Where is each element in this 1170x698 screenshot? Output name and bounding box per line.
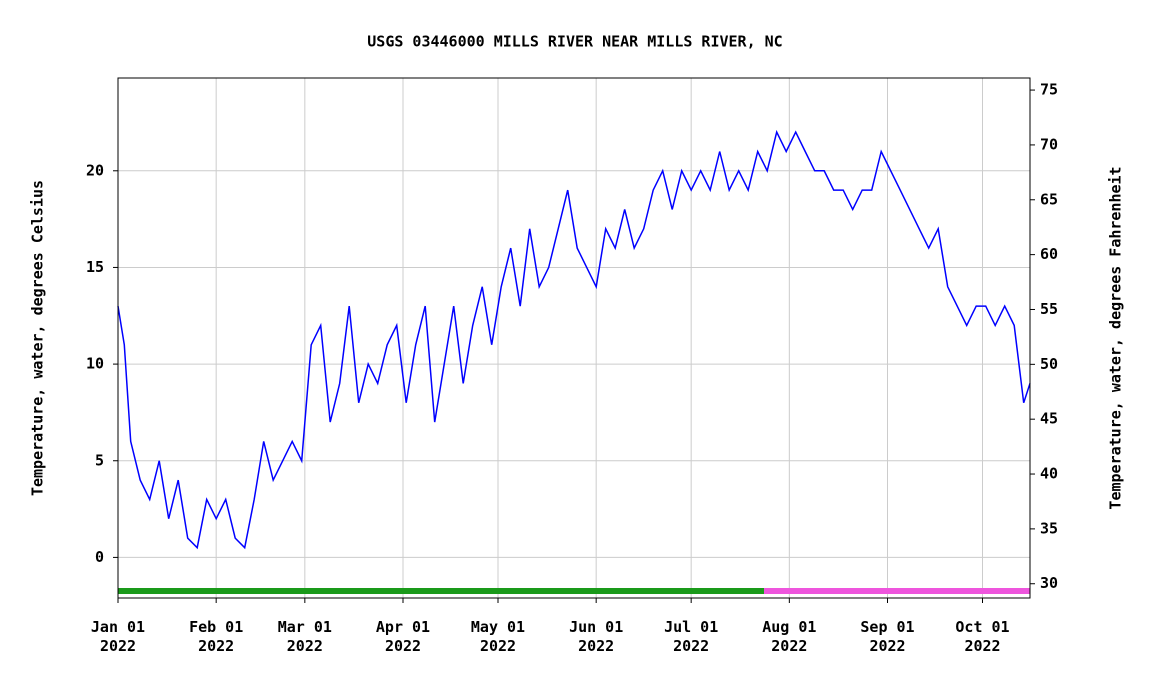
y-tick-label: 15 — [86, 258, 104, 276]
y2-tick-label: 30 — [1040, 574, 1058, 592]
y2-tick-label: 45 — [1040, 410, 1058, 428]
x-tick-label: Mar 01 2022 — [277, 618, 332, 655]
y2-axis-label: Temperature, water, degrees Fahrenheit — [1107, 166, 1125, 509]
y-axis-label: Temperature, water, degrees Celsius — [29, 180, 47, 496]
data-line — [117, 129, 1031, 550]
x-tick-label: Apr 01 2022 — [375, 618, 431, 655]
y2-tick-label: 35 — [1040, 519, 1058, 537]
x-tick-label: Oct 01 2022 — [955, 618, 1010, 655]
status-band — [764, 588, 1030, 594]
chart-title: USGS 03446000 MILLS RIVER NEAR MILLS RIV… — [367, 33, 782, 51]
x-tick-label: Feb 01 2022 — [189, 618, 244, 655]
y2-tick-label: 75 — [1040, 81, 1058, 99]
y2-tick-label: 60 — [1040, 245, 1058, 263]
x-tick-label: May 01 2022 — [470, 618, 526, 655]
x-tick-label: Aug 01 2022 — [762, 618, 817, 655]
x-tick-label: Jul 01 2022 — [664, 618, 719, 655]
plot-frame — [117, 77, 1031, 599]
y2-tick-label: 50 — [1040, 355, 1058, 373]
x-tick-label: Jan 01 2022 — [90, 618, 146, 655]
y2-tick-label: 40 — [1040, 465, 1058, 483]
x-tick-label: Sep 01 2022 — [860, 618, 915, 655]
y2-tick-label: 55 — [1040, 300, 1058, 318]
x-tick-label: Jun 01 2022 — [569, 618, 624, 655]
y2-tick-label: 65 — [1040, 190, 1058, 208]
y-tick-label: 0 — [95, 548, 104, 566]
y-tick-label: 10 — [86, 355, 104, 373]
y-tick-label: 5 — [95, 451, 104, 469]
status-band — [118, 588, 764, 594]
y2-tick-label: 70 — [1040, 135, 1058, 153]
y-tick-label: 20 — [86, 161, 104, 179]
